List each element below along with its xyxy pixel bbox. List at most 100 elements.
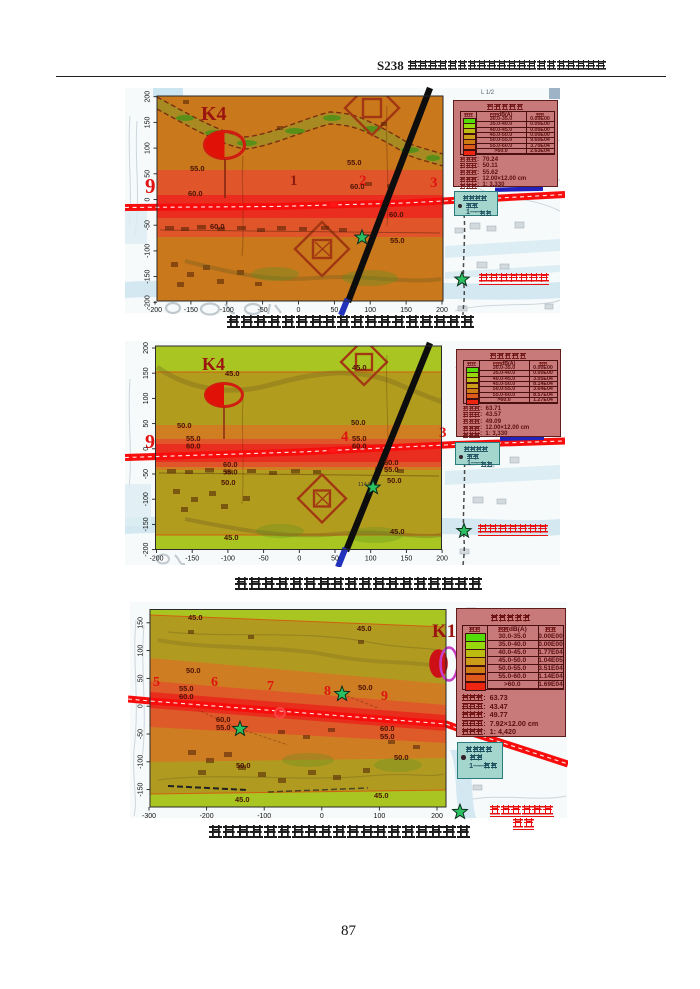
svg-text:50.0: 50.0	[358, 683, 373, 692]
svg-text:45.0: 45.0	[357, 624, 372, 633]
svg-text:-150: -150	[185, 556, 199, 563]
svg-text:-100: -100	[220, 307, 234, 314]
svg-text:0: 0	[297, 556, 301, 563]
svg-text:50: 50	[145, 170, 152, 178]
svg-text:50: 50	[138, 674, 145, 682]
svg-text:200: 200	[436, 556, 448, 563]
svg-text:100: 100	[364, 307, 376, 314]
svg-text:50.0: 50.0	[394, 753, 409, 762]
svg-text:45.0: 45.0	[188, 613, 203, 622]
svg-text:60.0: 60.0	[186, 442, 201, 451]
svg-text:50: 50	[143, 420, 150, 428]
svg-text:-150: -150	[143, 517, 150, 531]
svg-text:45.0: 45.0	[390, 527, 405, 536]
svg-text:4: 4	[341, 429, 349, 445]
svg-text:-300: -300	[142, 813, 156, 820]
svg-text:8: 8	[324, 684, 331, 699]
svg-text:-100: -100	[221, 556, 235, 563]
svg-text:150: 150	[145, 116, 152, 128]
svg-text:6: 6	[211, 675, 218, 690]
svg-text:100: 100	[138, 645, 145, 657]
svg-text:-200: -200	[143, 542, 150, 556]
svg-text:50.0: 50.0	[236, 761, 251, 770]
svg-text:150: 150	[400, 307, 412, 314]
svg-text:45.0: 45.0	[224, 533, 239, 542]
svg-text:50: 50	[331, 307, 339, 314]
svg-text:K4: K4	[201, 103, 227, 125]
svg-text:150: 150	[138, 617, 145, 629]
svg-text:-50: -50	[138, 729, 145, 739]
svg-text:60.0: 60.0	[216, 715, 231, 724]
svg-text:-50: -50	[145, 220, 152, 230]
svg-text:150: 150	[143, 367, 150, 379]
svg-text:7: 7	[267, 679, 274, 694]
svg-text:55.0: 55.0	[347, 158, 362, 167]
svg-text:60.0: 60.0	[380, 724, 395, 733]
svg-text:55.0: 55.0	[179, 684, 194, 693]
svg-text:200: 200	[436, 307, 448, 314]
svg-text:1: 1	[290, 173, 298, 189]
svg-text:55.0: 55.0	[384, 465, 399, 474]
svg-text:60.0: 60.0	[350, 182, 365, 191]
svg-text:100: 100	[145, 142, 152, 154]
svg-text:K4: K4	[202, 354, 225, 374]
svg-text:60.0: 60.0	[179, 692, 194, 701]
svg-text:-100: -100	[138, 755, 145, 769]
svg-text:3: 3	[430, 175, 438, 191]
svg-text:55.0: 55.0	[216, 723, 231, 732]
svg-text:100: 100	[365, 556, 377, 563]
svg-text:9: 9	[145, 431, 155, 453]
svg-text:55.0: 55.0	[223, 468, 238, 477]
svg-text:50: 50	[331, 556, 339, 563]
svg-text:60.0: 60.0	[223, 460, 238, 469]
svg-text:200: 200	[143, 342, 150, 354]
svg-text:55.0: 55.0	[390, 236, 405, 245]
svg-text:45.0: 45.0	[235, 795, 250, 804]
svg-text:3: 3	[439, 425, 447, 441]
svg-text:60.0: 60.0	[210, 222, 225, 231]
svg-text:9: 9	[381, 689, 388, 704]
svg-text:50.0: 50.0	[387, 476, 402, 485]
svg-text:0: 0	[320, 813, 324, 820]
svg-text:55.0: 55.0	[352, 434, 367, 443]
svg-text:55.0: 55.0	[380, 732, 395, 741]
svg-text:0: 0	[143, 447, 150, 451]
svg-text:200: 200	[431, 813, 443, 820]
svg-text:45.0: 45.0	[225, 369, 240, 378]
svg-text:-100: -100	[143, 492, 150, 506]
svg-text:100: 100	[143, 392, 150, 404]
svg-text:50.0: 50.0	[177, 421, 192, 430]
svg-text:-150: -150	[184, 307, 198, 314]
svg-text:0: 0	[297, 307, 301, 314]
svg-text:-200: -200	[149, 556, 163, 563]
svg-text:0: 0	[145, 197, 152, 201]
svg-text:-50: -50	[143, 469, 150, 479]
svg-text:-100: -100	[145, 244, 152, 258]
svg-text:100: 100	[374, 813, 386, 820]
svg-text:60.0: 60.0	[389, 210, 404, 219]
svg-text:50.0: 50.0	[351, 418, 366, 427]
svg-text:50.0: 50.0	[186, 666, 201, 675]
svg-text:-200: -200	[145, 295, 152, 309]
svg-text:45.0: 45.0	[374, 791, 389, 800]
svg-text:-50: -50	[259, 556, 269, 563]
svg-text:114.5: 114.5	[358, 482, 371, 488]
svg-text:200: 200	[145, 91, 152, 103]
svg-text:60.0: 60.0	[188, 189, 203, 198]
svg-text:50.0: 50.0	[221, 478, 236, 487]
svg-text:-200: -200	[148, 307, 162, 314]
svg-text:-150: -150	[145, 269, 152, 283]
svg-text:-200: -200	[200, 813, 214, 820]
svg-text:150: 150	[401, 556, 413, 563]
svg-text:0: 0	[138, 704, 145, 708]
svg-text:-150: -150	[138, 782, 145, 796]
svg-text:9: 9	[145, 174, 156, 198]
svg-text:L 1/2: L 1/2	[481, 90, 495, 96]
svg-text:2: 2	[359, 173, 367, 189]
svg-text:5: 5	[153, 675, 160, 690]
svg-text:55.0: 55.0	[190, 164, 205, 173]
svg-text:-50: -50	[258, 307, 268, 314]
svg-text:-100: -100	[257, 813, 271, 820]
svg-text:K1: K1	[432, 621, 456, 642]
svg-text:60.0: 60.0	[352, 442, 367, 451]
